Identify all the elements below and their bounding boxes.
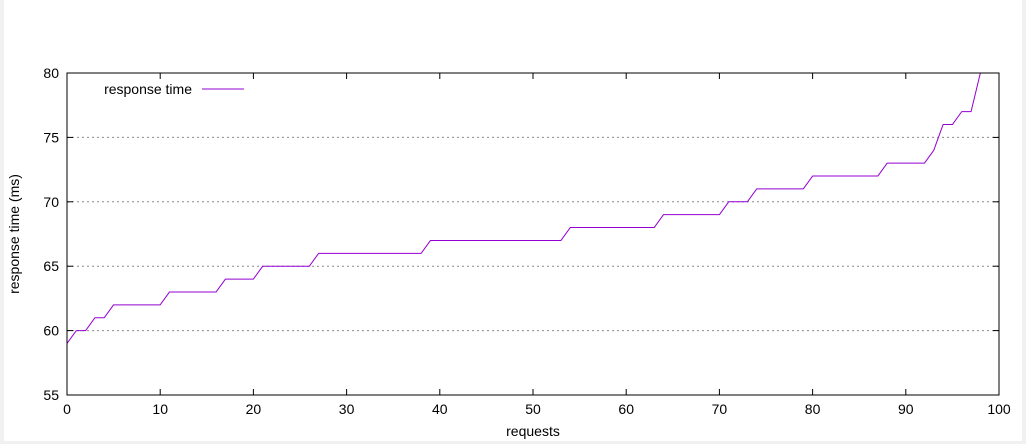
y-tick-label: 80 — [43, 65, 59, 81]
series-line — [66, 72, 981, 344]
x-tick-label: 30 — [339, 401, 355, 417]
x-tick-label: 70 — [712, 401, 728, 417]
x-tick-label: 100 — [987, 401, 1011, 417]
x-axis-title: requests — [506, 423, 560, 439]
y-tick-label: 70 — [43, 194, 59, 210]
x-tick-label: 80 — [805, 401, 821, 417]
plot-border — [66, 72, 1000, 396]
x-tick-label: 0 — [63, 401, 71, 417]
x-tick-label: 60 — [618, 401, 634, 417]
y-axis-title: response time (ms) — [6, 174, 22, 294]
y-tick-label: 75 — [43, 129, 59, 145]
x-tick-label: 20 — [246, 401, 262, 417]
line-chart: 55 60 65 70 75 80 0 10 20 30 40 50 60 70 80 90 100 respo… — [6, 65, 1011, 439]
x-tick-label: 10 — [152, 401, 168, 417]
legend: response time — [104, 81, 244, 97]
y-tick-label: 65 — [43, 258, 59, 274]
y-tick-label: 60 — [43, 323, 59, 339]
y-tick-label: 55 — [43, 387, 59, 403]
series-layer — [66, 72, 981, 344]
axis-ticks: 55 60 65 70 75 80 0 10 20 30 40 50 60 70 80 90 100 — [43, 65, 1010, 417]
gridlines — [67, 136, 999, 332]
chart-frame: 55 60 65 70 75 80 0 10 20 30 40 50 60 70 80 90 100 respo… — [4, 0, 1022, 441]
x-tick-label: 50 — [525, 401, 541, 417]
legend-label: response time — [104, 81, 192, 97]
x-tick-label: 90 — [898, 401, 914, 417]
x-tick-label: 40 — [432, 401, 448, 417]
